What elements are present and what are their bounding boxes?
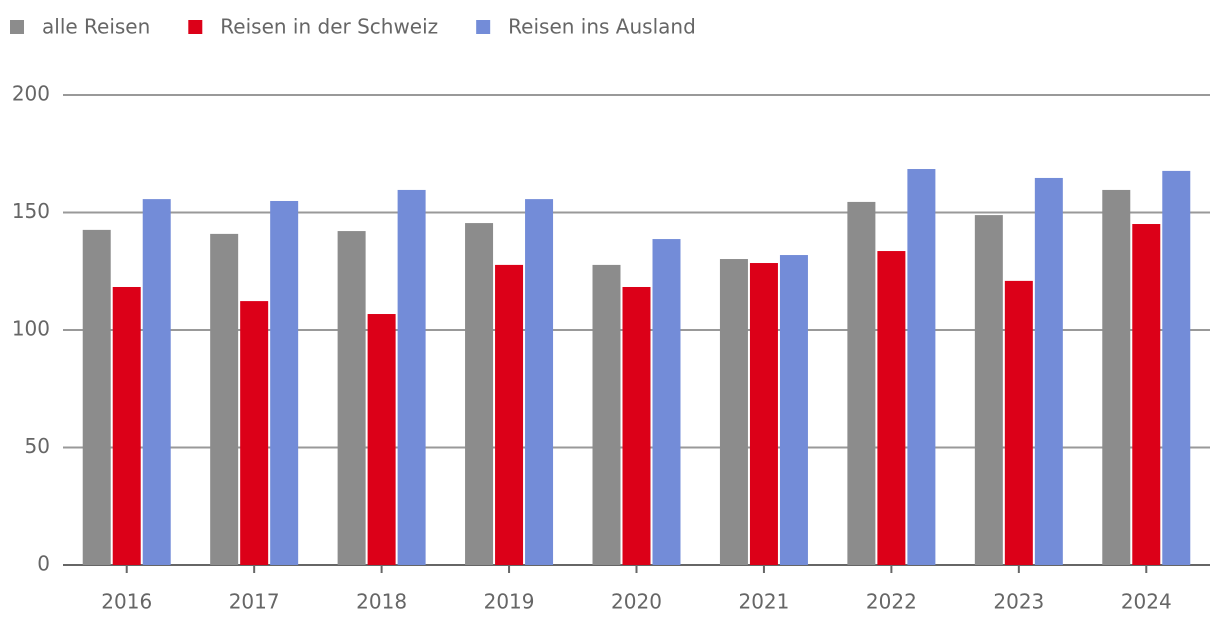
x-tick-label: 2022 <box>866 590 917 614</box>
legend-label: Reisen in der Schweiz <box>220 15 438 39</box>
y-tick-label: 100 <box>12 317 50 341</box>
y-tick-label: 50 <box>25 434 50 458</box>
bar <box>465 223 494 565</box>
bar <box>907 169 936 565</box>
bar <box>525 199 554 566</box>
y-tick-label: 150 <box>12 199 50 223</box>
bar <box>240 301 269 565</box>
legend-swatch <box>476 20 491 34</box>
bar <box>270 200 299 566</box>
bar <box>974 215 1003 565</box>
bar <box>1162 170 1191 565</box>
x-tick-label: 2023 <box>993 590 1044 614</box>
bar <box>719 259 748 565</box>
x-tick-label: 2017 <box>229 590 280 614</box>
bar <box>622 286 651 565</box>
legend-swatch <box>188 20 203 34</box>
legend-label: Reisen ins Ausland <box>508 15 696 39</box>
x-tick-label: 2020 <box>611 590 662 614</box>
bar <box>877 251 906 566</box>
bar <box>1102 189 1131 565</box>
bar <box>367 314 396 565</box>
x-tick-label: 2019 <box>484 590 535 614</box>
y-tick-label: 200 <box>12 82 50 106</box>
bar <box>82 229 111 565</box>
legend-swatch <box>10 20 24 34</box>
bar <box>1034 177 1063 565</box>
bar <box>592 264 621 565</box>
bar <box>847 201 876 566</box>
x-tick-label: 2018 <box>356 590 407 614</box>
y-tick-label: 0 <box>37 552 50 576</box>
x-tick-label: 2021 <box>738 590 789 614</box>
bar <box>397 189 426 565</box>
bar <box>652 239 681 565</box>
bar <box>142 199 171 566</box>
bar <box>779 255 808 565</box>
x-tick-label: 2016 <box>101 590 152 614</box>
bar <box>337 231 366 565</box>
bar <box>1004 280 1033 565</box>
legend-label: alle Reisen <box>42 15 150 39</box>
x-tick-label: 2024 <box>1121 590 1172 614</box>
bar <box>495 264 524 565</box>
bar <box>210 233 239 565</box>
bar <box>1132 224 1161 565</box>
bar <box>749 263 778 565</box>
bar <box>112 286 141 565</box>
